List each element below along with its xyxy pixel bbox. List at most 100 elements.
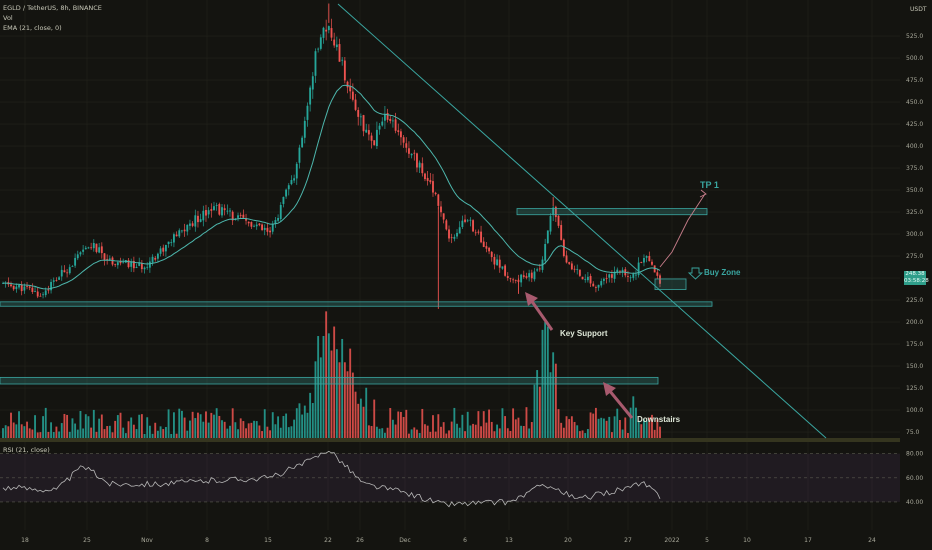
volume-bar [135, 429, 138, 438]
candle-body [656, 272, 659, 276]
candle-body [47, 289, 50, 291]
volume-bar [602, 418, 605, 438]
candle-body [621, 269, 624, 272]
volume-bar [164, 427, 167, 438]
volume-bar [87, 416, 90, 438]
volume-bar [421, 408, 424, 438]
time-tick-label: Nov [141, 537, 153, 544]
volume-bar [319, 357, 322, 438]
volume-bar [269, 430, 272, 438]
volume-bar [573, 421, 576, 438]
volume-bar [213, 414, 215, 438]
volume-bar [448, 430, 450, 438]
volume-bar [58, 431, 61, 438]
volume-bar [162, 429, 165, 438]
volume-bar [643, 419, 645, 438]
volume-bar [199, 414, 202, 438]
rsi-legend[interactable]: RSI (21, close) [3, 446, 50, 454]
volume-bar [400, 411, 402, 438]
candle-body [183, 229, 186, 232]
candle-body [496, 259, 499, 266]
price-tick-label: 75.0 [906, 429, 920, 436]
volume-bar [287, 427, 290, 438]
candle-body [84, 247, 87, 250]
candle-body [31, 287, 34, 292]
volume-bar [416, 429, 418, 438]
volume-bar [237, 429, 239, 438]
candle-body [76, 254, 79, 259]
volume-bar [191, 411, 194, 438]
downstairs-label[interactable]: Downstairs [637, 415, 681, 424]
volume-bar [429, 431, 432, 438]
candle-body [504, 265, 507, 276]
drawing-zones[interactable] [0, 3, 827, 439]
candle-body [341, 59, 344, 61]
candle-body [373, 140, 376, 146]
volume-resistance-zone [0, 376, 659, 385]
volume-bar [151, 433, 154, 438]
volume-bar [111, 432, 114, 438]
candle-body [258, 223, 261, 226]
candle-body [210, 209, 213, 211]
volume-bar [381, 428, 384, 438]
price-tick-label: 125.0 [906, 385, 923, 392]
candle-body [229, 210, 231, 212]
candle-body [616, 269, 619, 273]
key-support-label[interactable]: Key Support [560, 329, 608, 338]
volume-bar [229, 425, 231, 438]
volume-bar [610, 432, 613, 438]
volume-bar [68, 431, 71, 438]
buy-zone-label[interactable]: Buy Zone [704, 268, 741, 277]
candle-body [576, 269, 579, 270]
candle-body [18, 284, 20, 288]
candle-body [213, 206, 215, 211]
volume-bar [279, 427, 282, 438]
volume-bar [488, 409, 491, 438]
candle-body [191, 223, 194, 226]
volume-bar [578, 431, 581, 438]
volume-bar [391, 419, 394, 438]
ema-legend[interactable]: EMA (21, close, 0) [3, 24, 62, 32]
volume-bar [645, 420, 648, 438]
volume-bar [474, 424, 477, 438]
volume-bar [108, 425, 111, 438]
candle-body [562, 239, 565, 257]
candle-body [637, 262, 640, 276]
candle-body [589, 275, 592, 284]
tp1-label[interactable]: TP 1 [700, 180, 719, 190]
candle-body [215, 205, 218, 206]
candle-body [357, 110, 360, 117]
candle-body [103, 253, 106, 261]
volume-bar [410, 429, 413, 438]
volume-bar [621, 429, 624, 438]
candlesticks[interactable] [2, 3, 661, 309]
volume-bar [100, 414, 103, 438]
volume-bar [335, 349, 338, 438]
candle-body [277, 217, 280, 221]
volume-bar [175, 433, 178, 438]
volume-bar [138, 414, 141, 438]
volume-bar [648, 417, 651, 438]
candle-body [509, 278, 512, 280]
volume-bar [418, 433, 421, 438]
time-tick-label: 22 [324, 537, 332, 544]
volume-bar [210, 412, 213, 438]
candle-body [301, 137, 304, 148]
volume-bar [434, 431, 437, 438]
candle-body [189, 223, 191, 226]
candle-body [92, 242, 95, 249]
volume-bar [202, 421, 205, 438]
candle-body [536, 269, 539, 271]
candle-body [90, 247, 93, 249]
volume-bar [143, 433, 146, 438]
volume-bar [277, 416, 280, 438]
symbol-legend[interactable]: EGLD / TetherUS, 8h, BINANCE [3, 4, 102, 12]
vol-legend[interactable]: Vol [3, 14, 13, 22]
candle-body [351, 91, 354, 100]
time-tick-label: 10 [743, 537, 751, 544]
volume-bar [570, 416, 573, 438]
volume-bar [480, 426, 482, 438]
candle-body [442, 213, 445, 220]
candle-body [178, 230, 181, 237]
